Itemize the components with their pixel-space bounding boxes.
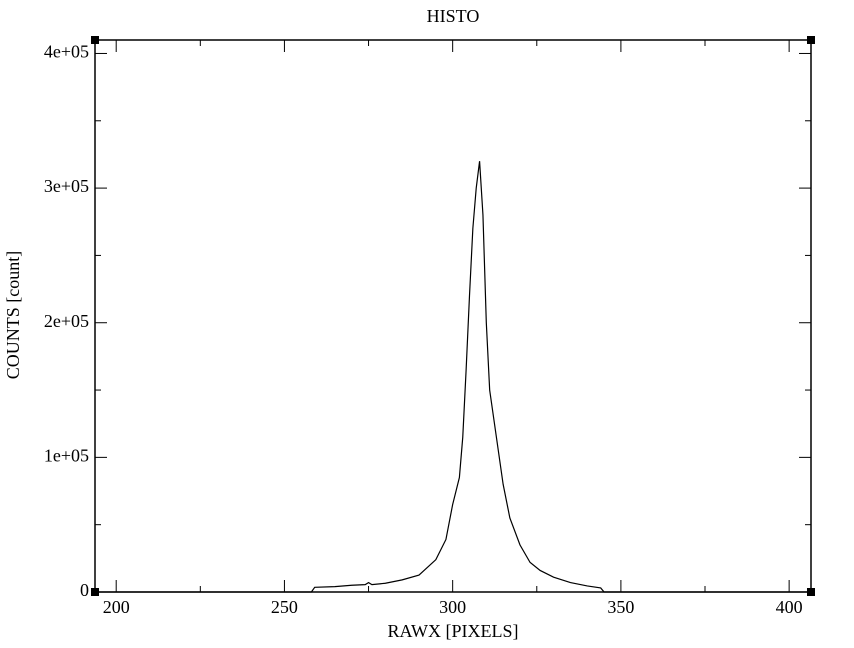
plot-frame: [94, 39, 812, 593]
data-line: [96, 161, 810, 593]
y-tick-label: 0: [80, 580, 89, 600]
x-tick-label: 250: [271, 597, 298, 617]
x-axis-label: RAWX [PIXELS]: [387, 621, 518, 641]
handle: [807, 36, 815, 44]
x-tick-label: 350: [607, 597, 634, 617]
y-tick-label: 2e+05: [44, 311, 89, 331]
handle: [91, 36, 99, 44]
y-tick-label: 3e+05: [44, 176, 89, 196]
chart-title: HISTO: [427, 6, 480, 26]
y-axis-label: COUNTS [count]: [3, 251, 23, 380]
x-tick-label: 300: [439, 597, 466, 617]
y-tick-label: 4e+05: [44, 42, 89, 62]
y-tick-label: 1e+05: [44, 445, 89, 465]
x-tick-label: 200: [103, 597, 130, 617]
x-tick-label: 400: [776, 597, 803, 617]
